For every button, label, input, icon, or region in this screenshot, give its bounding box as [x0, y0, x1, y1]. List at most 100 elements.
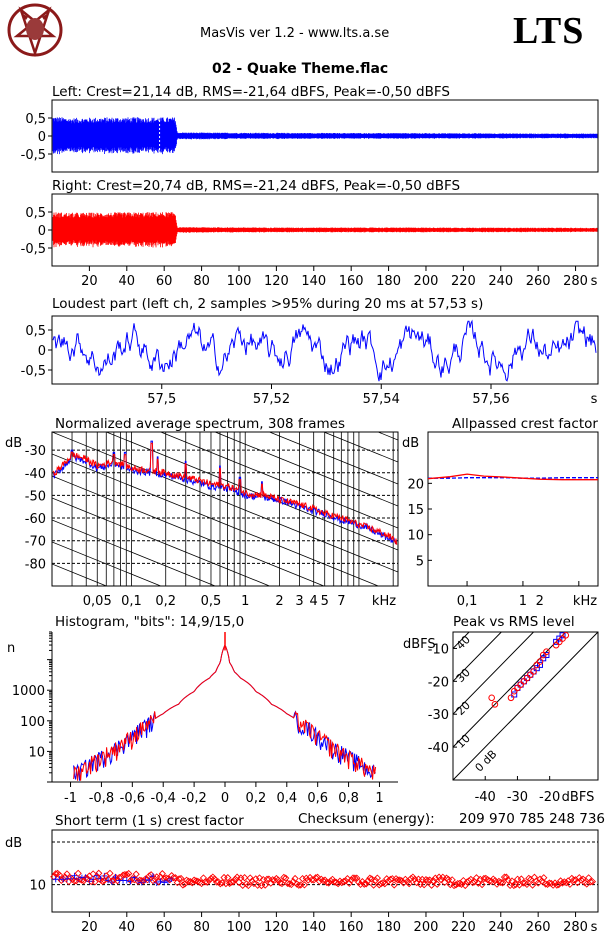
short_term_crest-point-right — [282, 874, 290, 882]
right_waveform-xtick-label: 160 — [339, 274, 364, 289]
short_term_crest-point-left — [71, 872, 78, 879]
short_term_crest-xtick-label: 60 — [156, 920, 173, 935]
allpassed_crest-ylabel: dB — [402, 436, 419, 451]
peak_vs_rms-crest-line — [453, 632, 535, 715]
short_term_crest-point-left — [161, 879, 168, 886]
avg_spectrum-xtick-label: 0,05 — [83, 594, 112, 609]
short_term_crest-xtick-label: 120 — [264, 920, 289, 935]
short_term_crest-point-right — [439, 873, 447, 881]
short_term_crest-point-right — [211, 875, 219, 883]
short_term_crest-point-right — [312, 874, 320, 882]
short_term_crest-xtick-label: 180 — [376, 920, 401, 935]
short_term_crest-point-right — [420, 881, 428, 889]
avg_spectrum-xtick-label: 5 — [321, 594, 329, 609]
short_term_crest-point-right — [491, 877, 499, 885]
peak_vs_rms-point-right — [514, 684, 521, 692]
short_term_crest-point-right — [470, 878, 479, 886]
short_term_crest-xtick-label: 260 — [526, 920, 551, 935]
short_term_crest-point-right — [525, 874, 533, 882]
avg_spectrum-xtick-label: 3 — [295, 594, 303, 609]
short_term_crest-point-right — [426, 876, 434, 884]
avg_spectrum-xtick-label: 7 — [337, 594, 345, 609]
short_term_crest-point-right — [244, 881, 252, 890]
peak_vs_rms-point-left — [543, 652, 550, 659]
short_term_crest-point-right — [497, 878, 505, 886]
right_waveform-xtick-label: 240 — [488, 274, 513, 289]
loudest_part-xtick-label: 57,56 — [472, 392, 509, 407]
histogram-ytick-label: 100 — [20, 715, 45, 730]
right_waveform-xtick-label: 140 — [301, 274, 326, 289]
short_term_crest-point-right — [74, 869, 82, 877]
short_term_crest-point-right — [388, 875, 396, 883]
peak_vs_rms-xtick-label: -30 — [507, 790, 528, 805]
short_term_crest-point-right — [291, 874, 299, 883]
short_term_crest-point-right — [50, 873, 58, 881]
short_term_crest-point-right — [512, 881, 520, 889]
short_term_crest-point-right — [517, 875, 525, 883]
short_term_crest-point-left — [157, 878, 164, 885]
avg_spectrum-xtick-label: 0,1 — [121, 594, 142, 609]
peak_vs_rms-point-right — [533, 661, 541, 669]
histogram-series-right — [73, 645, 377, 781]
short_term_crest-point-right — [121, 870, 129, 879]
short_term_crest-point-right — [478, 880, 486, 889]
short_term_crest-point-right — [390, 881, 398, 889]
histogram-xtick-label: 0,6 — [307, 791, 328, 806]
short_term_crest-point-right — [499, 879, 507, 887]
short_term_crest-point-right — [553, 881, 561, 889]
short_term_crest-point-right — [566, 880, 574, 888]
peak_vs_rms-crest-label: 0 dB — [473, 748, 500, 775]
short_term_crest-point-right — [379, 879, 387, 887]
peak_vs_rms-crest-label: 40 — [454, 633, 473, 652]
avg_spectrum-ylabel: dB — [5, 436, 22, 451]
short_term_crest-point-right — [461, 881, 469, 890]
short_term_crest-point-right — [182, 876, 191, 884]
short_term_crest-xtick-label: 100 — [227, 920, 252, 935]
right_waveform-xtick-label: 180 — [376, 274, 401, 289]
short_term_crest-point-right — [70, 877, 79, 885]
avg_spectrum-slope-lines — [52, 432, 398, 586]
peak_vs_rms-point-right — [556, 638, 563, 646]
histogram-ytick-label: 10 — [28, 745, 45, 760]
short_term_crest-point-right — [179, 881, 187, 889]
short_term_crest-point-right — [472, 874, 481, 882]
short_term_crest-xtick-label: 240 — [488, 920, 513, 935]
short_term_crest-point-right — [538, 877, 546, 885]
peak_vs_rms-point-right — [488, 694, 495, 702]
histogram-ylabel: n — [7, 641, 15, 656]
short_term_crest-point-right — [519, 879, 527, 887]
short_term_crest-point-right — [265, 875, 273, 883]
peak_vs_rms-ytick-label: -30 — [428, 708, 449, 723]
peak_vs_rms-xtick-label: -40 — [475, 790, 496, 805]
allpassed_crest-xtick-label: 2 — [536, 594, 544, 609]
histogram-xtick-label: 1 — [375, 791, 383, 806]
short_term_crest-point-right — [504, 876, 512, 884]
right_waveform-xtick-label: 60 — [156, 274, 173, 289]
peak_vs_rms-ylabel: dBFS — [403, 637, 436, 652]
histogram-xtick-label: -0,6 — [120, 791, 145, 806]
avg_spectrum-xtick-label: 4 — [310, 594, 318, 609]
histogram-xtick-label: -0,2 — [181, 791, 206, 806]
pentagram-logo-icon — [7, 3, 63, 58]
track-title: 02 - Quake Theme.flac — [212, 61, 389, 77]
short_term_crest-point-right — [422, 876, 430, 884]
peak_vs_rms-xtick-label: -20 — [539, 790, 560, 805]
peak_vs_rms-point-right — [552, 641, 560, 649]
short_term_crest-point-right — [431, 874, 439, 882]
short_term_crest-point-right — [125, 869, 133, 878]
short_term_crest-xtick-label: 220 — [451, 920, 476, 935]
short_term_crest-point-right — [394, 876, 402, 884]
short_term_crest-point-right — [123, 871, 131, 879]
short_term_crest-point-right — [257, 881, 266, 890]
histogram-ytick-label: 1000 — [12, 684, 45, 699]
allpassed_crest-xtick-label: 0,1 — [457, 594, 478, 609]
avg_spectrum-ytick-label: -70 — [25, 535, 46, 550]
peak_vs_rms-xlabel: dBFS — [562, 790, 595, 805]
short_term_crest-point-right — [254, 881, 262, 889]
peak_vs_rms-point-right — [536, 658, 544, 665]
short_term_crest-point-right — [93, 872, 101, 880]
left_waveform-title: Left: Crest=21,14 dB, RMS=-21,64 dBFS, P… — [52, 84, 450, 100]
short_term_crest-point-right — [190, 876, 198, 884]
allpassed_crest-xtick-label: 1 — [519, 594, 527, 609]
